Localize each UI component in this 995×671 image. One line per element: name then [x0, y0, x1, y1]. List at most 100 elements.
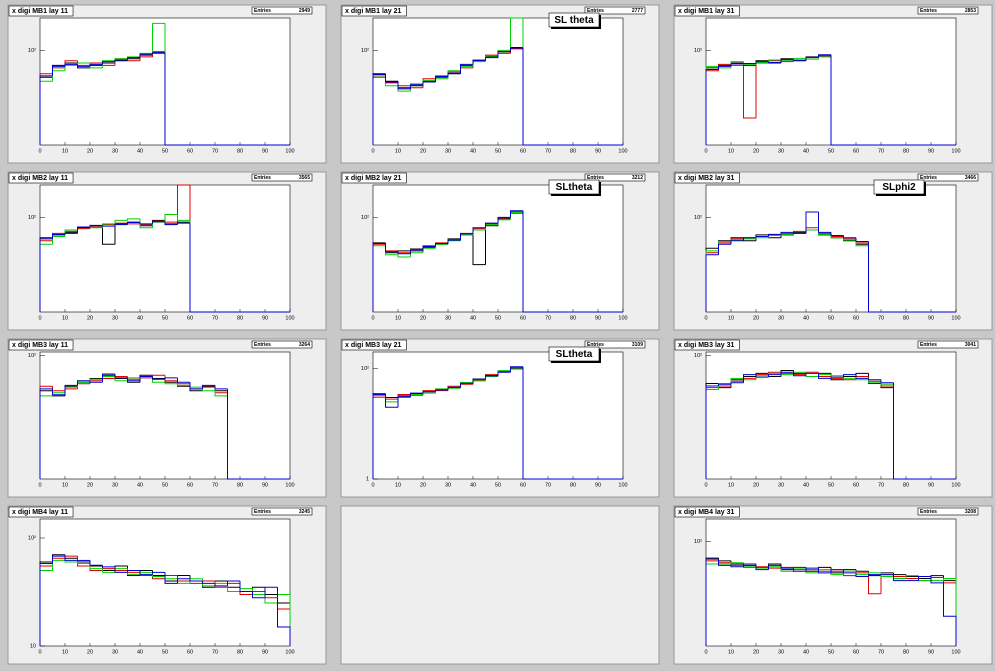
stats-entries: 2949	[299, 8, 310, 14]
x-tick-label: 10	[728, 649, 734, 655]
x-tick-label: 20	[753, 148, 759, 154]
stats-label: Entries	[587, 175, 604, 181]
histogram-bin	[830, 232, 844, 236]
histogram-bin	[460, 63, 473, 74]
histogram-bin	[252, 591, 265, 599]
x-tick-label: 100	[951, 148, 960, 154]
x-tick-label: 0	[704, 148, 707, 154]
y-tick-label: 10	[30, 643, 36, 649]
stats-entries: 3041	[965, 342, 976, 348]
histogram-bin	[705, 558, 719, 646]
histogram-bin	[818, 568, 831, 574]
histogram-bin	[372, 243, 386, 312]
frame	[372, 184, 624, 313]
pad: 0 10 20 30 40 50 60 70 80 90 100 10² x digi MB1 lay …	[7, 4, 327, 164]
histogram-bin	[189, 223, 203, 313]
annotation-box	[548, 12, 600, 28]
histogram-bin	[730, 562, 744, 565]
histogram-bin	[214, 583, 228, 587]
x-tick-label: 60	[520, 315, 526, 321]
x-tick-label: 80	[903, 482, 909, 488]
histogram-bin	[768, 374, 781, 378]
histogram-bin	[77, 556, 90, 567]
x-tick-label: 40	[803, 649, 809, 655]
histogram-bin	[743, 65, 756, 119]
histogram-bin	[705, 385, 719, 479]
histogram-bin	[189, 578, 203, 582]
annotation: SLtheta	[556, 349, 593, 360]
histogram-bin	[39, 75, 53, 145]
histogram-bin	[164, 52, 178, 146]
histogram-bin	[52, 555, 65, 564]
y-tick-label: 10²	[694, 48, 702, 54]
histogram-bin	[189, 382, 203, 390]
x-tick-label: 90	[595, 315, 601, 321]
stats-label: Entries	[254, 509, 271, 515]
x-tick-label: 70	[878, 315, 884, 321]
histogram-bin	[755, 236, 769, 238]
histogram-bin	[152, 52, 165, 55]
x-tick-label: 100	[285, 649, 294, 655]
histogram-bin	[89, 224, 103, 227]
pad: 0 10 20 30 40 50 60 70 80 90 100 10² x digi MB3 lay …	[673, 338, 993, 498]
histogram-bin	[905, 575, 919, 579]
histogram-bin	[818, 211, 831, 233]
histogram-bin	[472, 59, 486, 65]
histogram-bin	[52, 65, 65, 76]
x-tick-label: 70	[878, 649, 884, 655]
histogram-bin	[422, 391, 436, 394]
histogram-bin	[880, 382, 894, 385]
x-tick-label: 20	[753, 315, 759, 321]
histogram-bin	[39, 238, 53, 312]
histogram-bin	[435, 76, 448, 83]
histogram-bin	[472, 227, 486, 234]
pad-title: x digi MB1 lay 31	[678, 8, 735, 15]
stats-label: Entries	[920, 509, 937, 515]
x-tick-label: 90	[262, 482, 268, 488]
histogram-bin	[239, 580, 253, 592]
stats-box	[251, 340, 313, 349]
x-tick-label: 50	[828, 482, 834, 488]
histogram-bin	[843, 569, 856, 574]
x-tick-label: 0	[38, 148, 41, 154]
x-tick-label: 20	[420, 148, 426, 154]
pad: 0 10 20 30 40 50 60 70 80 90 100 10² x digi MB2 lay …	[673, 171, 993, 331]
x-tick-label: 50	[828, 148, 834, 154]
histogram-bin	[868, 378, 881, 381]
histogram-bin	[64, 232, 78, 235]
frame	[705, 184, 957, 313]
histogram-bin	[385, 243, 398, 253]
y-tick-label: 10²	[28, 353, 36, 359]
stats-box	[917, 507, 979, 516]
y-tick-label: 10²	[694, 539, 702, 545]
pad-title: x digi MB2 lay 31	[678, 175, 735, 182]
histogram-bin	[893, 382, 906, 480]
annotation-box	[548, 346, 600, 362]
x-tick-label: 70	[212, 148, 218, 154]
x-tick-label: 0	[371, 148, 374, 154]
title-box	[674, 506, 740, 518]
frame	[372, 17, 624, 146]
histogram-bin	[164, 572, 178, 584]
x-tick-label: 50	[495, 148, 501, 154]
x-tick-label: 90	[928, 315, 934, 321]
x-tick-label: 0	[371, 315, 374, 321]
stats-label: Entries	[920, 175, 937, 181]
x-tick-label: 10	[728, 315, 734, 321]
x-tick-label: 0	[704, 482, 707, 488]
histogram-bin	[805, 211, 819, 234]
histogram-bin	[127, 377, 140, 382]
x-tick-label: 60	[853, 315, 859, 321]
histogram-bin	[743, 374, 756, 383]
histogram-bin	[385, 394, 398, 408]
x-tick-label: 20	[420, 315, 426, 321]
histogram-bin	[127, 570, 140, 573]
histogram-bin	[768, 233, 781, 237]
y-tick-label: 10²	[361, 366, 369, 372]
pad-title: x digi MB1 lay 11	[12, 8, 68, 15]
histogram-bin	[780, 371, 794, 375]
histogram-bin	[522, 210, 536, 313]
x-tick-label: 50	[162, 315, 168, 321]
x-tick-label: 80	[570, 148, 576, 154]
